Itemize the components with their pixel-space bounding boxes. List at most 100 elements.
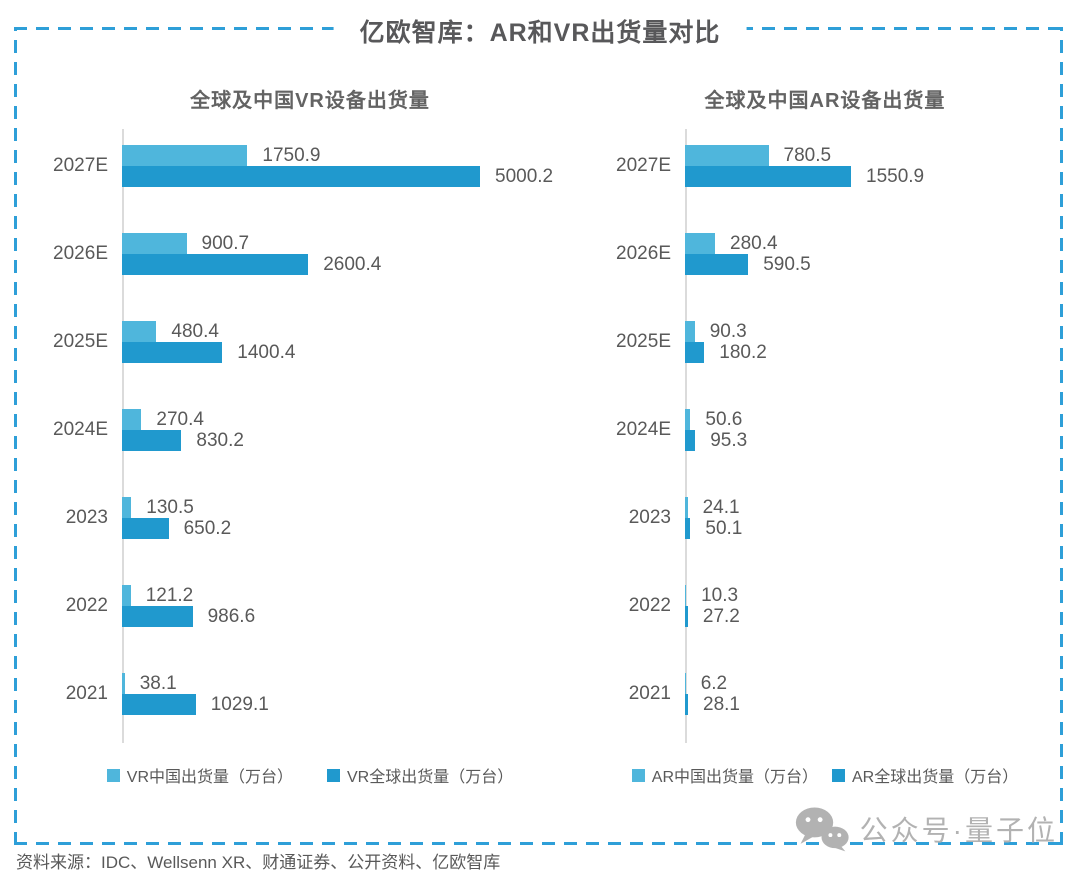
vr-chart-subtitle: 全球及中国VR设备出货量 — [190, 90, 430, 112]
vr-china-bar-line: 270.4 — [122, 409, 590, 430]
chart-row: 2023 24.1 50.1 — [629, 497, 1060, 539]
chart-row: 2024E 50.6 95.3 — [616, 409, 1060, 451]
ar-global-bar — [685, 430, 696, 451]
ar-global-value-label: 180.2 — [719, 341, 767, 363]
vr-global-bar-line: 1400.4 — [122, 342, 590, 363]
vr-global-bar-line: 986.6 — [122, 606, 590, 627]
ar-global-bar-line: 1550.9 — [685, 166, 1060, 187]
ar-china-bar-line: 10.3 — [685, 585, 1060, 606]
ar-china-legend-swatch — [631, 768, 645, 782]
ar-global-bar — [685, 254, 749, 275]
source-note: 资料来源：IDC、Wellsenn XR、财通证券、公开资料、亿欧智库 — [16, 853, 501, 872]
ar-global-bar — [685, 694, 688, 715]
vr-global-value-label: 986.6 — [207, 605, 256, 627]
chart-row: 2025E 90.3 180.2 — [616, 321, 1060, 363]
wechat-icon — [795, 807, 849, 852]
vr-global-legend-swatch — [327, 768, 340, 782]
vr-china-legend-swatch — [106, 768, 120, 782]
vr-global-bar — [122, 342, 223, 363]
category-label: 2024E — [616, 419, 671, 440]
ar-chart-plot: 2027E 780.5 1550.9 2026E 280.4 590.5 2025E 90.3… — [590, 129, 1060, 743]
ar-china-value-label: 24.1 — [702, 496, 740, 518]
chart-row: 2021 38.1 1029.1 — [66, 673, 590, 715]
category-label: 2025E — [616, 331, 671, 352]
ar-china-value-label: 90.3 — [709, 320, 747, 342]
ar-chart-legend: AR中国出货量（万台） AR全球出货量（万台） — [590, 763, 1060, 787]
ar-china-legend-item: AR中国出货量（万台） — [631, 763, 818, 787]
ar-global-legend-swatch — [832, 768, 845, 782]
ar-global-bar-line: 27.2 — [685, 606, 1060, 627]
ar-china-bar — [685, 321, 695, 342]
ar-global-value-label: 28.1 — [703, 693, 740, 715]
ar-global-bar-line: 180.2 — [685, 342, 1060, 363]
ar-global-bar — [685, 518, 691, 539]
vr-global-value-label: 5000.2 — [495, 165, 554, 187]
ar-china-bar — [685, 145, 769, 166]
vr-chart-plot: 2027E 1750.9 5000.2 2026E 900.7 2600.4 2025E 48… — [30, 129, 590, 743]
watermark: 公众号·量子位 — [794, 806, 1058, 852]
ar-china-bar-line: 780.5 — [685, 145, 1060, 166]
chart-row: 2027E 1750.9 5000.2 — [53, 145, 590, 187]
ar-global-bar — [685, 342, 705, 363]
ar-china-bar-line: 24.1 — [685, 497, 1060, 518]
charts-container: 全球及中国VR设备出货量 2027E 1750.9 5000.2 2026E 900.7… — [30, 78, 1060, 787]
vr-china-bar — [122, 145, 248, 166]
ar-china-bar — [685, 409, 691, 430]
category-label: 2023 — [628, 507, 671, 528]
vr-china-bar-line: 130.5 — [122, 497, 590, 518]
vr-china-value-label: 900.7 — [201, 232, 250, 254]
category-label: 2023 — [65, 507, 108, 528]
page-title: 亿欧智库：AR和VR出货量对比 — [333, 13, 747, 49]
vr-global-bar-line: 830.2 — [122, 430, 590, 451]
category-label: 2026E — [53, 243, 108, 264]
category-label: 2026E — [616, 243, 671, 264]
vr-china-value-label: 1750.9 — [262, 144, 321, 166]
ar-china-bar — [685, 673, 686, 694]
ar-china-value-label: 10.3 — [701, 584, 739, 606]
ar-china-bar-line: 50.6 — [685, 409, 1060, 430]
vr-china-bar-line: 1750.9 — [122, 145, 590, 166]
category-label: 2021 — [65, 683, 108, 704]
chart-row: 2022 121.2 986.6 — [66, 585, 590, 627]
ar-china-value-label: 50.6 — [705, 408, 743, 430]
ar-china-bar-line: 6.2 — [685, 673, 1060, 694]
category-label: 2022 — [628, 595, 671, 616]
ar-global-bar-line: 590.5 — [685, 254, 1060, 275]
ar-global-legend-label: AR全球出货量（万台） — [852, 769, 1019, 786]
vr-global-legend-item: VR全球出货量（万台） — [327, 763, 513, 787]
category-label: 2025E — [53, 331, 108, 352]
ar-global-bar-line: 95.3 — [685, 430, 1060, 451]
vr-global-bar-line: 650.2 — [122, 518, 590, 539]
ar-china-bar-line: 280.4 — [685, 233, 1060, 254]
ar-china-bar-line: 90.3 — [685, 321, 1060, 342]
chart-row: 2024E 270.4 830.2 — [53, 409, 590, 451]
watermark-text: 公众号·量子位 — [859, 815, 1058, 846]
chart-row: 2025E 480.4 1400.4 — [53, 321, 590, 363]
ar-chart-panel: 全球及中国AR设备出货量 2027E 780.5 1550.9 2026E 280.4 5… — [590, 78, 1060, 787]
vr-global-bar — [122, 518, 169, 539]
vr-china-bar-line: 480.4 — [122, 321, 590, 342]
vr-global-bar-line: 1029.1 — [122, 694, 590, 715]
vr-global-bar — [122, 606, 193, 627]
vr-global-value-label: 2600.4 — [323, 253, 382, 275]
category-label: 2022 — [65, 595, 108, 616]
ar-global-value-label: 590.5 — [763, 253, 811, 275]
vr-china-bar — [122, 673, 125, 694]
category-label: 2027E — [53, 155, 108, 176]
vr-global-value-label: 1029.1 — [210, 693, 269, 715]
vr-china-value-label: 270.4 — [156, 408, 204, 430]
vr-global-value-label: 830.2 — [196, 429, 244, 451]
ar-china-bar — [685, 233, 715, 254]
vr-chart-legend: VR中国出货量（万台） VR全球出货量（万台） — [30, 763, 590, 787]
ar-global-bar-line: 28.1 — [685, 694, 1060, 715]
vr-china-value-label: 480.4 — [171, 320, 219, 342]
chart-row: 2026E 280.4 590.5 — [616, 233, 1060, 275]
chart-row: 2027E 780.5 1550.9 — [616, 145, 1060, 187]
category-label: 2024E — [53, 419, 108, 440]
vr-china-bar — [122, 409, 142, 430]
vr-global-bar — [122, 430, 182, 451]
vr-global-bar — [122, 254, 309, 275]
vr-china-value-label: 130.5 — [146, 496, 194, 518]
vr-china-bar — [122, 585, 131, 606]
chart-row: 2021 6.2 28.1 — [629, 673, 1060, 715]
